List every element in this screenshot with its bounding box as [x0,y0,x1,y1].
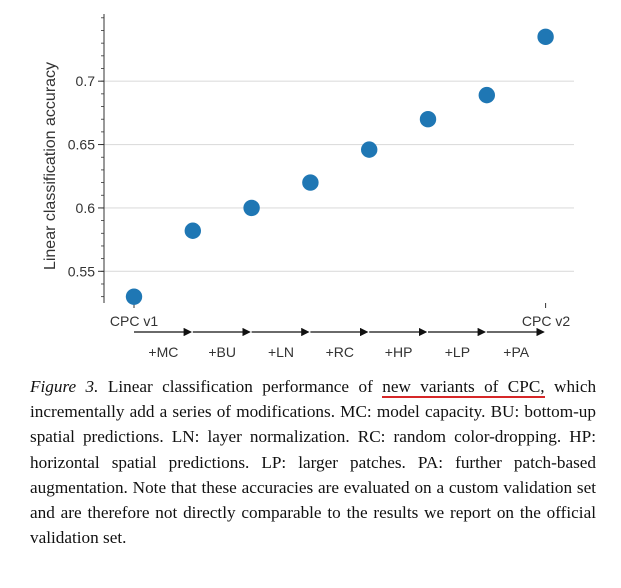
accuracy-chart: 0.55 0.6 0.65 0.7 +MC +BU +LN +RC +HP +LP +PA Lin… [42,14,574,360]
step-label: +RC [326,344,354,360]
step-label: +LN [268,344,294,360]
data-points [125,28,554,305]
y-tick-label: 0.7 [76,73,96,89]
data-point-0 [125,288,143,305]
step-label: +MC [148,344,178,360]
step-label: +PA [503,344,529,360]
caption-highlight: new variants of CPC, [382,377,545,398]
data-point-5 [419,111,437,128]
figure-caption: Figure 3. Linear classification performa… [30,374,596,550]
gridlines [104,80,574,272]
end-label: CPC v2 [522,313,570,329]
step-label: +LP [445,344,470,360]
caption-text-after: which incrementally add a series of modi… [30,377,597,548]
modification-steps: +MC +BU +LN +RC +HP +LP +PA [134,327,545,360]
y-tick-label: 0.55 [68,263,95,279]
data-point-7 [537,28,554,46]
caption-text-before: Linear classification performance of [107,377,373,396]
y-tick-label: 0.6 [76,200,96,216]
data-point-3 [302,174,319,191]
data-point-6 [478,86,495,104]
y-axis-label: Linear classification accuracy [42,62,59,270]
data-point-2 [243,199,260,217]
y-tick-labels: 0.55 0.6 0.65 0.7 [68,73,95,279]
data-point-1 [184,222,201,239]
y-tick-label: 0.65 [68,137,95,153]
data-point-4 [361,141,378,158]
step-label: +HP [385,344,413,360]
start-label: CPC v1 [110,313,158,329]
step-label: +BU [208,344,236,360]
figure-label: Figure 3. [30,377,99,396]
y-axis [98,14,547,308]
